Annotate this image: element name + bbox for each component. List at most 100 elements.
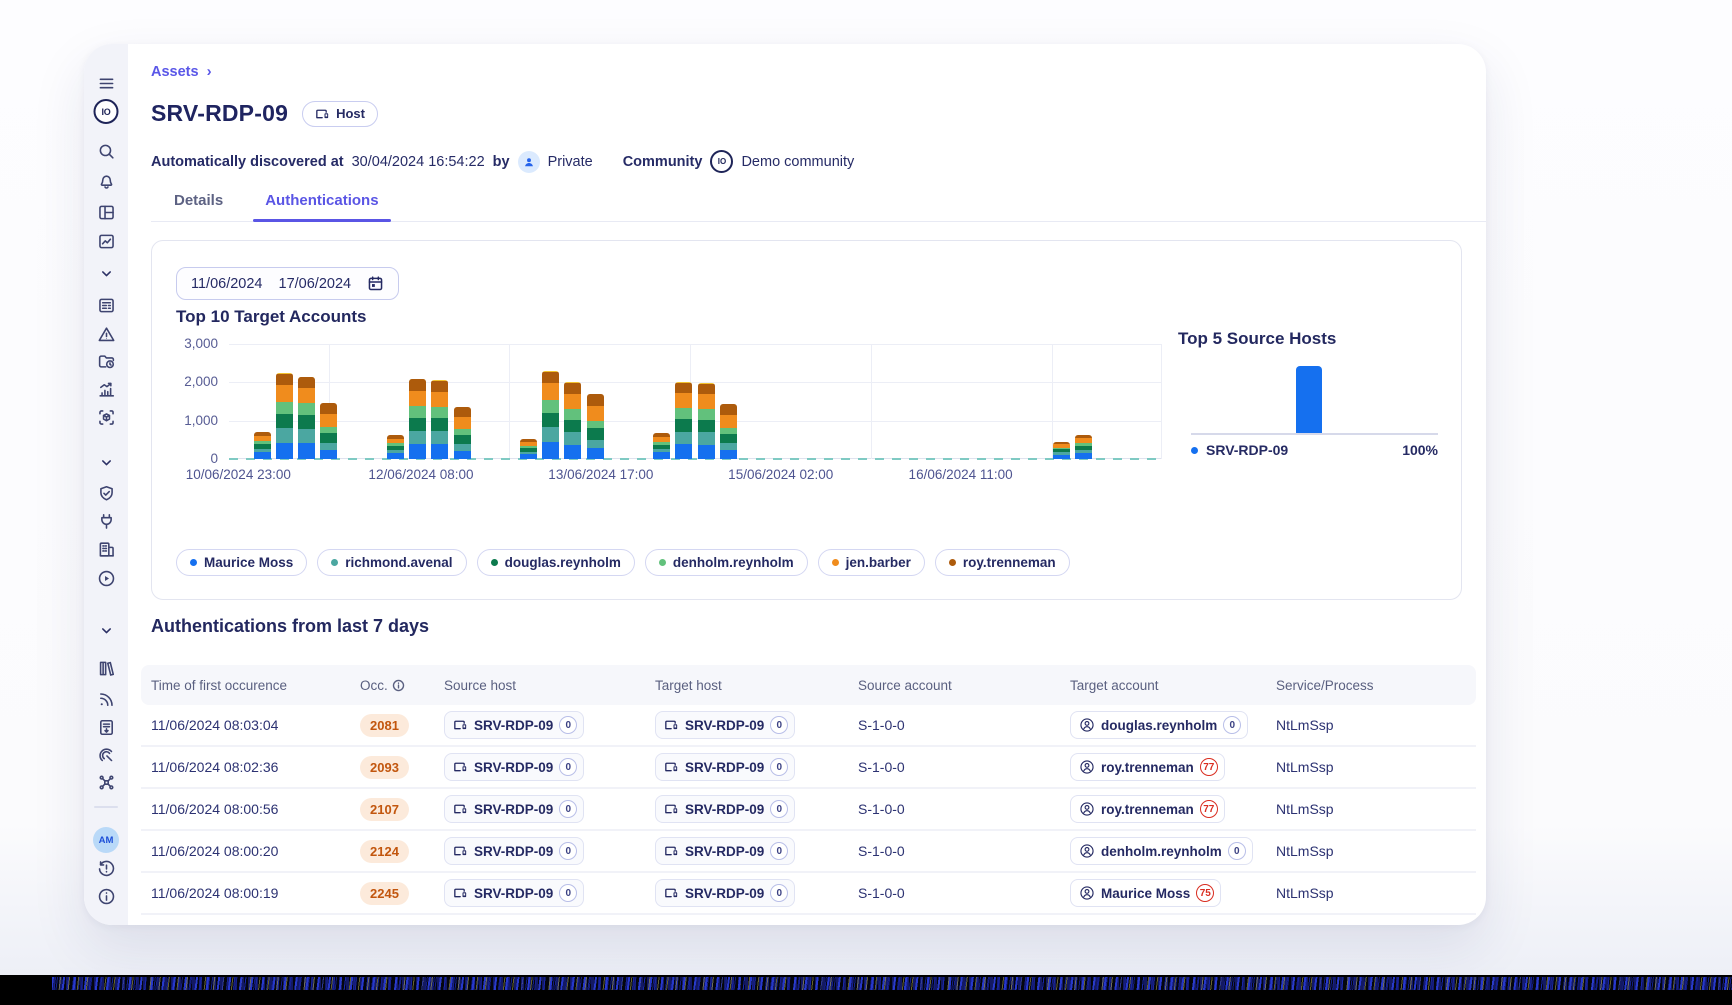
devices-icon: [665, 762, 678, 772]
legend-chip[interactable]: Maurice Moss: [176, 549, 308, 576]
legend-value: 100%: [1402, 442, 1438, 458]
devices-icon: [454, 720, 467, 730]
auth-table-header: Time of first occurence Occ. Source host Ta…: [141, 665, 1476, 705]
shield-check-icon[interactable]: [92, 479, 120, 507]
title-row: SRV-RDP-09 Host: [151, 100, 378, 127]
alerts-warning-icon[interactable]: [92, 320, 120, 348]
layout-panels-icon[interactable]: [92, 198, 120, 226]
stacked-bar[interactable]: [1052, 441, 1070, 459]
integrations-plug-icon[interactable]: [92, 507, 120, 535]
devices-icon: [665, 888, 678, 898]
account-chip[interactable]: denholm.reynholm 0: [1070, 837, 1253, 865]
table-row[interactable]: 11/06/2024 08:00:56 2107 SRV-RDP-09 0 SRV…: [141, 789, 1476, 831]
stacked-bar[interactable]: [275, 372, 293, 459]
account-chip[interactable]: roy.trenneman 77: [1070, 753, 1225, 781]
community-logo-icon: IO: [710, 150, 734, 173]
auth-table-body: 11/06/2024 08:03:04 2081 SRV-RDP-09 0 SRV…: [141, 705, 1476, 915]
account-chip[interactable]: roy.trenneman 77: [1070, 795, 1225, 823]
legend-chip[interactable]: denholm.reynholm: [644, 549, 808, 576]
date-range-picker[interactable]: 11/06/2024 17/06/2024: [176, 267, 400, 300]
host-chip[interactable]: SRV-RDP-09 0: [655, 711, 796, 739]
host-chip[interactable]: SRV-RDP-09 0: [655, 879, 796, 907]
date-to[interactable]: 17/06/2024: [278, 275, 352, 292]
devices-icon: [454, 804, 467, 814]
host-chip[interactable]: SRV-RDP-09 0: [444, 795, 585, 823]
chevron-down-icon[interactable]: [92, 259, 120, 287]
stacked-bar[interactable]: [386, 435, 404, 459]
stacked-bar[interactable]: [697, 383, 715, 459]
stacked-bar[interactable]: [542, 370, 560, 459]
host-chip[interactable]: SRV-RDP-09 0: [444, 753, 585, 781]
stacked-bar[interactable]: [1074, 435, 1092, 459]
stacked-bar[interactable]: [586, 393, 604, 459]
legend-chip[interactable]: roy.trenneman: [934, 549, 1070, 576]
legend-dot: [490, 559, 498, 566]
hamburger-menu-icon[interactable]: [92, 69, 120, 97]
table-row[interactable]: 11/06/2024 08:00:20 2124 SRV-RDP-09 0 SRV…: [141, 831, 1476, 873]
community-value: Demo community: [741, 153, 855, 170]
asset-scan-icon[interactable]: [92, 403, 120, 431]
host-badge-count: 0: [559, 842, 578, 860]
library-books-icon[interactable]: [92, 654, 120, 682]
column-header: Target host: [655, 677, 722, 693]
host-chip[interactable]: SRV-RDP-09 0: [655, 837, 796, 865]
user-avatar[interactable]: AM: [93, 827, 119, 853]
feeds-rss-icon[interactable]: [92, 685, 120, 713]
breadcrumb-assets-link[interactable]: Assets: [151, 63, 199, 80]
playbooks-play-icon[interactable]: [92, 564, 120, 592]
statistics-icon[interactable]: [92, 375, 120, 403]
chevron-down-icon[interactable]: [92, 448, 120, 476]
activity-chart-icon[interactable]: [92, 227, 120, 255]
host-badge-count: 0: [770, 758, 789, 776]
date-from[interactable]: 11/06/2024: [191, 275, 263, 292]
host-chip[interactable]: SRV-RDP-09 0: [444, 711, 585, 739]
stacked-bar[interactable]: [653, 432, 671, 459]
folder-history-icon[interactable]: [92, 347, 120, 375]
tab-details[interactable]: Details: [174, 192, 224, 209]
host-chip[interactable]: SRV-RDP-09 0: [444, 879, 585, 907]
stacked-bar[interactable]: [298, 376, 316, 459]
account-chip[interactable]: Maurice Moss 75: [1070, 879, 1222, 907]
tab-authentications[interactable]: Authentications: [253, 180, 391, 222]
host-chip[interactable]: SRV-RDP-09 0: [655, 753, 796, 781]
stacked-bar[interactable]: [520, 439, 538, 459]
chevron-down-icon[interactable]: [92, 616, 120, 644]
report-document-icon[interactable]: [92, 713, 120, 741]
occurrence-count-pill: 2093: [360, 755, 409, 779]
legend-dot: [948, 559, 956, 566]
topology-network-icon[interactable]: [92, 768, 120, 796]
host-badge-count: 0: [770, 884, 789, 902]
host-chip[interactable]: SRV-RDP-09 0: [655, 795, 796, 823]
table-row[interactable]: 11/06/2024 08:00:19 2245 SRV-RDP-09 0 SRV…: [141, 873, 1476, 915]
tracking-radar-icon[interactable]: [92, 741, 120, 769]
stacked-bar[interactable]: [564, 382, 582, 459]
forms-list-icon[interactable]: [92, 291, 120, 319]
host-badge-count: 0: [770, 716, 789, 734]
notifications-bell-icon[interactable]: [92, 167, 120, 195]
legend-chip[interactable]: richmond.avenal: [317, 549, 467, 576]
legend-dot: [1191, 446, 1198, 454]
history-icon[interactable]: [92, 854, 120, 882]
stacked-bar[interactable]: [675, 382, 693, 459]
info-icon[interactable]: [92, 882, 120, 910]
stacked-bar[interactable]: [453, 407, 471, 459]
host-chip[interactable]: SRV-RDP-09 0: [444, 837, 585, 865]
stacked-bar[interactable]: [320, 403, 338, 459]
account-chip[interactable]: douglas.reynholm 0: [1070, 711, 1249, 739]
breadcrumb[interactable]: Assets ›: [151, 63, 212, 80]
stacked-bar[interactable]: [253, 432, 271, 459]
app-logo[interactable]: IO: [93, 99, 119, 124]
info-icon[interactable]: [392, 679, 405, 692]
stacked-bar[interactable]: [409, 378, 427, 459]
stacked-bar[interactable]: [431, 380, 449, 459]
search-icon[interactable]: [92, 137, 120, 165]
table-row[interactable]: 11/06/2024 08:03:04 2081 SRV-RDP-09 0 SRV…: [141, 705, 1476, 747]
host-badge-count: 0: [559, 716, 578, 734]
table-row[interactable]: 11/06/2024 08:02:36 2093 SRV-RDP-09 0 SRV…: [141, 747, 1476, 789]
legend-chip[interactable]: jen.barber: [817, 549, 925, 576]
target-accounts-chart-title: Top 10 Target Accounts: [176, 307, 367, 326]
organization-building-icon[interactable]: [92, 535, 120, 563]
stacked-bar[interactable]: [719, 404, 737, 459]
legend-dot: [658, 559, 666, 566]
legend-chip[interactable]: douglas.reynholm: [476, 549, 635, 576]
